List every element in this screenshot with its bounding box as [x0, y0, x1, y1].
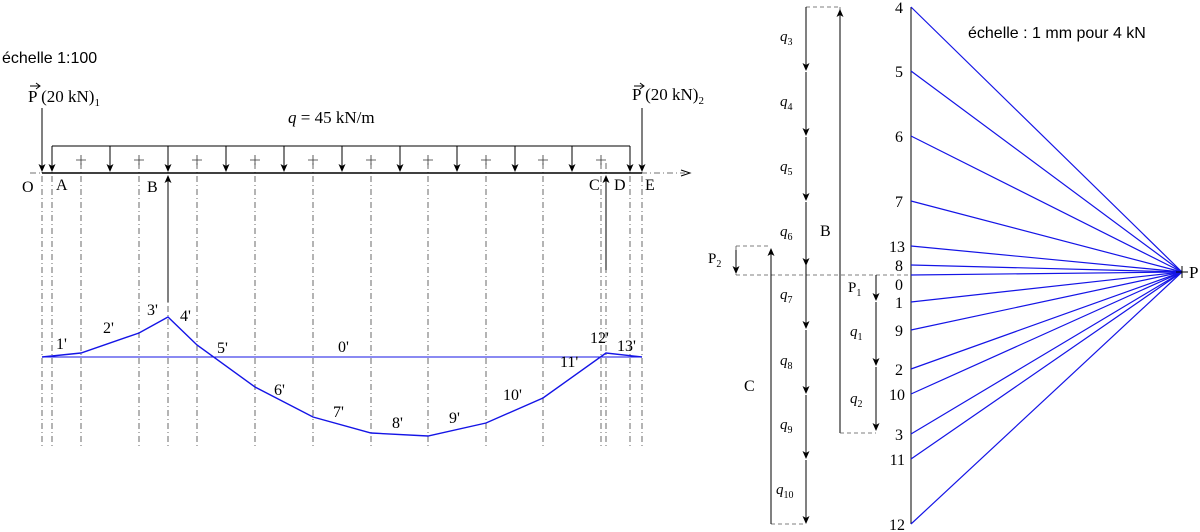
- node-13: 13: [889, 239, 905, 256]
- funicular-label-6: 6': [274, 382, 285, 399]
- scale-right-label: échelle : 1 mm pour 4 kN: [968, 25, 1146, 42]
- node-9: 9: [895, 323, 903, 340]
- q9-label: q9: [780, 417, 793, 436]
- section-lines: [41, 163, 643, 448]
- force-polygon: q3 q4 q5 q6 q7 q8 q9 q10 B C P2 P1 q1 q2: [708, 0, 1198, 532]
- point-e-label: E: [645, 177, 655, 194]
- beam-diagram: échelle 1:100: [2, 50, 704, 448]
- funicular-label-0: 0': [338, 339, 349, 356]
- reaction-b-polygon-label: B: [820, 223, 831, 240]
- node-4: 4: [895, 0, 903, 17]
- funicular-label-10: 10': [503, 387, 522, 404]
- q2-label: q2: [850, 391, 863, 410]
- funicular-polygon: [41, 316, 643, 437]
- funicular-label-12: 12': [590, 330, 609, 347]
- point-c-label: C: [589, 177, 600, 194]
- q-chain-labels: q3 q4 q5 q6 q7 q8 q9 q10: [776, 29, 794, 501]
- node-7: 7: [895, 194, 903, 211]
- reaction-c-polygon-label: C: [744, 378, 755, 395]
- node-8: 8: [895, 258, 903, 275]
- load-line-numbers: 4 5 6 7 13 8 0 1 9 2 10 3 11 12: [889, 0, 905, 532]
- funicular-label-9: 9': [449, 410, 460, 427]
- node-11: 11: [890, 452, 905, 469]
- node-6: 6: [895, 129, 903, 146]
- point-a-label: A: [56, 177, 68, 194]
- funicular-label-2: 2': [103, 320, 114, 337]
- p1-polygon-label: P1: [848, 280, 861, 299]
- q1-label: q1: [850, 324, 863, 343]
- node-1: 1: [895, 295, 903, 312]
- distributed-load-arrows: [48, 146, 634, 172]
- q6-label: q6: [780, 224, 793, 243]
- point-load-p2-label: P (20 kN)2: [632, 85, 704, 107]
- point-load-p1-label: P (20 kN)1: [28, 87, 100, 109]
- point-d-label: D: [614, 177, 626, 194]
- funicular-label-4: 4': [180, 308, 191, 325]
- funicular-label-7: 7': [333, 404, 344, 421]
- node-3: 3: [895, 427, 903, 444]
- funicular-label-5: 5': [217, 340, 228, 357]
- point-o-label: O: [22, 179, 34, 196]
- q3-label: q3: [780, 29, 793, 48]
- funicular-label-1: 1': [56, 336, 67, 353]
- q5-label: q5: [780, 159, 793, 178]
- node-10: 10: [889, 387, 905, 404]
- scale-left-label: échelle 1:100: [2, 50, 97, 67]
- pole-label: P: [1189, 263, 1198, 282]
- load-centroid-marks: [76, 155, 606, 165]
- funicular-labels: 0' 1' 2' 3' 4' 5' 6' 7' 8' 9' 10' 11' 12…: [56, 302, 636, 432]
- node-0: 0: [895, 277, 903, 294]
- node-2: 2: [895, 362, 903, 379]
- polar-rays: [910, 6, 1183, 525]
- node-12: 12: [889, 517, 905, 532]
- distributed-load-label: q = 45 kN/m: [288, 108, 375, 127]
- funicular-label-8: 8': [392, 415, 403, 432]
- q7-label: q7: [780, 287, 793, 306]
- funicular-label-3: 3': [147, 302, 158, 319]
- q4-label: q4: [780, 94, 793, 113]
- funicular-label-11: 11': [560, 354, 578, 371]
- p2-polygon-label: P2: [708, 251, 721, 270]
- q8-label: q8: [780, 353, 793, 372]
- q-chain: [771, 6, 840, 525]
- pole-marker: [1176, 266, 1188, 278]
- point-b-label: B: [147, 179, 158, 196]
- q10-label: q10: [776, 482, 794, 501]
- node-5: 5: [895, 64, 903, 81]
- funicular-label-13: 13': [617, 338, 636, 355]
